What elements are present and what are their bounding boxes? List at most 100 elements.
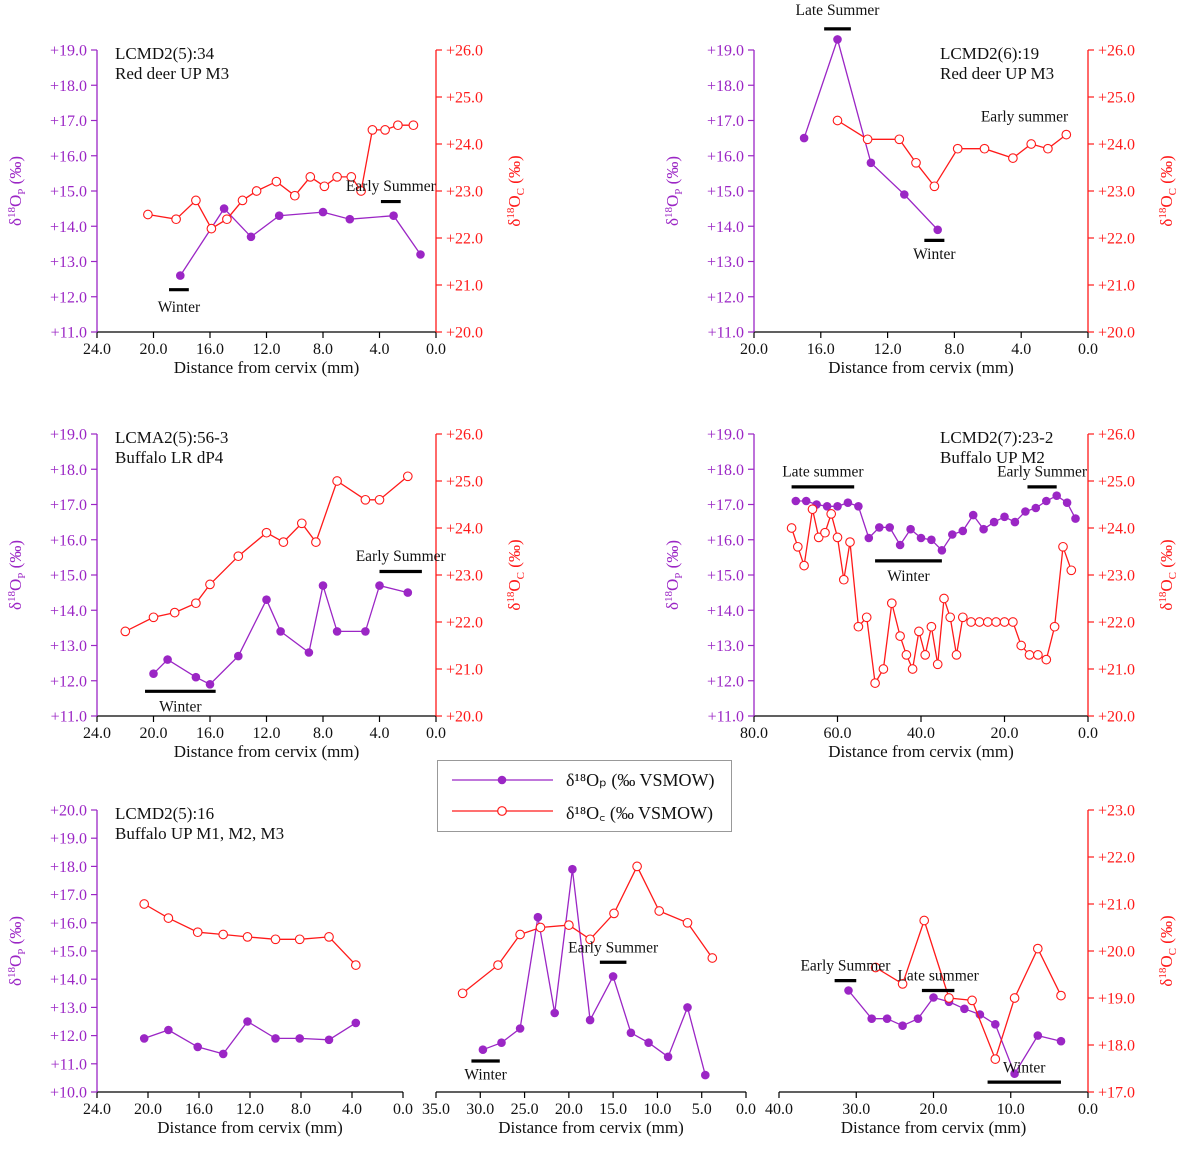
x-tick-label: 8.0 — [291, 1101, 311, 1118]
left-y-tick-label: +15.0 — [707, 568, 744, 585]
phosphate-point — [550, 1008, 559, 1018]
right-y-tick-label: +26.0 — [1098, 427, 1135, 444]
left-y-tick-label: +17.0 — [50, 497, 87, 514]
carbonate-point — [609, 908, 619, 919]
carbonate-point — [897, 979, 908, 989]
carbonate-point — [919, 915, 930, 926]
left-y-tick-label: +13.0 — [50, 1000, 87, 1017]
panel-subtitle: Buffalo LR dP4 — [115, 448, 224, 467]
x-tick-label: 12.0 — [236, 1101, 264, 1118]
left-y-tick-label: +12.0 — [50, 673, 87, 690]
phosphate-point — [243, 1017, 252, 1026]
left-y-tick-label: +13.0 — [50, 638, 87, 655]
x-tick-label: 12.0 — [253, 341, 281, 358]
carbonate-point — [271, 176, 282, 187]
carbonate-point — [367, 125, 378, 135]
x-axis-label: Distance from cervix (mm) — [828, 358, 1014, 377]
right-y-axis-label: δ18OC (‰) — [505, 155, 527, 226]
season-label: Winter — [913, 246, 956, 263]
panel-2: 20.0 16.0 12.0 8.0 4.0 0.0 Distance from cervi… — [663, 2, 1179, 377]
left-y-tick-label: +19.0 — [50, 427, 87, 444]
phosphate-point — [332, 627, 342, 636]
x-axis-label: Distance from cervix (mm) — [498, 1118, 684, 1137]
carbonate-point — [1043, 143, 1053, 154]
right-y-tick-label: +26.0 — [446, 427, 483, 444]
left-y-tick-label: +11.0 — [51, 325, 87, 342]
carbonate-point — [944, 993, 954, 1003]
phosphate-point — [833, 35, 842, 44]
carbonate-point — [206, 223, 217, 234]
carbonate-point — [807, 504, 818, 515]
phosphate-point — [864, 533, 874, 543]
phosphate-point — [318, 581, 328, 590]
carbonate-point — [360, 494, 371, 505]
right-y-tick-label: +26.0 — [1098, 43, 1135, 60]
phosphate-point — [164, 1025, 173, 1035]
phosphate-point — [234, 651, 243, 661]
x-tick-label: 30.0 — [842, 1101, 870, 1118]
phosphate-point — [276, 627, 285, 636]
panel-1: 24.0 20.0 16.0 12.0 8.0 4.0 0.0 Distance from c… — [6, 43, 527, 378]
phosphate-point — [822, 502, 832, 511]
x-tick-label: 24.0 — [83, 1101, 111, 1118]
left-y-tick-label: +17.0 — [50, 887, 87, 904]
x-tick-label: 20.0 — [134, 1101, 162, 1118]
x-tick-label: 8.0 — [944, 341, 964, 358]
phosphate-point — [1000, 512, 1009, 522]
right-y-tick-label: +21.0 — [1098, 662, 1135, 679]
carbonate-point — [945, 612, 956, 623]
carbonate-point — [1058, 541, 1068, 552]
phosphate-point — [989, 517, 999, 527]
left-y-tick-label: +16.0 — [50, 915, 87, 932]
panel-title: LCMA2(5):56-3 — [115, 428, 228, 447]
carbonate-point — [251, 186, 262, 196]
phosphate-point — [1010, 517, 1020, 527]
phosphate-point — [975, 1010, 985, 1019]
carbonate-point — [191, 195, 201, 206]
carbonate-point — [120, 626, 131, 637]
carbonate-point — [493, 960, 503, 970]
carbonate-point — [350, 960, 361, 970]
x-tick-label: 0.0 — [426, 341, 446, 358]
phosphate-point — [497, 1038, 506, 1047]
right-y-tick-label: +20.0 — [446, 325, 483, 342]
carbonate-point — [294, 934, 305, 945]
carbonate-point — [957, 612, 968, 623]
carbonate-point — [886, 598, 897, 609]
left-y-tick-label: +12.0 — [707, 673, 744, 690]
legend-symbol-phosphate — [452, 775, 553, 785]
phosphate-point — [991, 1020, 1000, 1029]
panel-3: 24.0 20.0 16.0 12.0 8.0 4.0 0.0 Distance from c… — [6, 427, 527, 762]
right-y-tick-label: +24.0 — [446, 521, 483, 538]
left-y-tick-label: +11.0 — [708, 709, 744, 726]
season-label: Winter — [464, 1067, 507, 1084]
right-y-tick-label: +24.0 — [1098, 521, 1135, 538]
carbonate-point — [991, 617, 1001, 627]
carbonate-point — [907, 664, 918, 674]
right-y-tick-label: +25.0 — [1098, 474, 1135, 491]
phosphate-point — [1021, 507, 1030, 516]
x-axis-label: Distance from cervix (mm) — [157, 1118, 343, 1137]
left-y-tick-label: +18.0 — [707, 78, 744, 95]
phosphate-point — [875, 523, 884, 532]
season-label: Winter — [1003, 1059, 1046, 1076]
season-label: Late summer — [782, 463, 864, 480]
season-label: Late Summer — [796, 2, 881, 19]
left-y-tick-label: +16.0 — [707, 532, 744, 549]
carbonate-point — [929, 181, 940, 192]
legend: δ¹⁸Oₚ (‰ VSMOW) δ¹⁸O꜀ (‰ VSMOW) — [437, 760, 732, 832]
x-tick-label: 25.0 — [511, 1101, 539, 1118]
left-y-tick-label: +17.0 — [707, 497, 744, 514]
panel-4: 80.0 60.0 40.0 20.0 0.0 Distance from cervix … — [663, 427, 1179, 762]
carbonate-point — [564, 920, 574, 930]
phosphate-point — [1042, 496, 1051, 506]
carbonate-point — [853, 621, 864, 632]
right-y-tick-label: +23.0 — [446, 568, 483, 585]
carbonate-point — [1026, 139, 1037, 149]
phosphate-point — [900, 190, 909, 199]
phosphate-point — [867, 1014, 876, 1023]
carbonate-point — [380, 125, 390, 135]
right-y-tick-label: +23.0 — [446, 184, 483, 201]
carbonate-point — [1049, 621, 1060, 632]
carbonate-point — [457, 988, 468, 999]
